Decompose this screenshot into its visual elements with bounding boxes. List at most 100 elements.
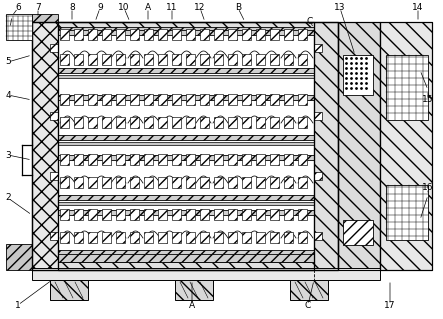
Bar xyxy=(158,232,167,243)
Bar xyxy=(102,177,111,188)
Bar xyxy=(343,220,373,245)
Bar xyxy=(116,94,125,105)
Bar xyxy=(200,94,209,105)
Bar xyxy=(228,177,237,188)
Bar xyxy=(338,22,380,270)
Text: B: B xyxy=(235,4,241,12)
Bar xyxy=(158,154,167,165)
Bar xyxy=(116,29,125,40)
Bar xyxy=(60,154,69,165)
Bar xyxy=(88,117,97,128)
Bar xyxy=(74,94,83,105)
Bar xyxy=(228,94,237,105)
Bar xyxy=(256,177,265,188)
Bar xyxy=(172,209,181,220)
Bar xyxy=(58,262,314,270)
Bar xyxy=(50,280,88,300)
Bar xyxy=(58,135,314,140)
Bar xyxy=(270,209,279,220)
Bar xyxy=(88,232,97,243)
Bar xyxy=(242,94,251,105)
Text: 12: 12 xyxy=(194,4,206,12)
Bar xyxy=(256,209,265,220)
Bar xyxy=(102,232,111,243)
Bar xyxy=(270,177,279,188)
Bar xyxy=(58,30,314,35)
Bar xyxy=(172,29,181,40)
Bar xyxy=(298,117,307,128)
Text: 17: 17 xyxy=(384,300,396,309)
Bar xyxy=(102,209,111,220)
Bar xyxy=(200,54,209,65)
Bar xyxy=(102,29,111,40)
Bar xyxy=(144,94,153,105)
Bar xyxy=(116,54,125,65)
Bar xyxy=(256,232,265,243)
Bar xyxy=(270,154,279,165)
Bar xyxy=(270,54,279,65)
Bar xyxy=(256,94,265,105)
Bar xyxy=(200,177,209,188)
Bar xyxy=(214,54,223,65)
Bar xyxy=(228,232,237,243)
Bar xyxy=(214,232,223,243)
Bar xyxy=(144,177,153,188)
Bar xyxy=(186,117,195,128)
Bar xyxy=(144,54,153,65)
Bar xyxy=(290,280,328,300)
Bar xyxy=(242,209,251,220)
Bar xyxy=(144,209,153,220)
Bar xyxy=(58,22,314,32)
Bar xyxy=(298,154,307,165)
Bar xyxy=(74,29,83,40)
Text: 4: 4 xyxy=(5,91,11,100)
Bar xyxy=(314,44,322,52)
Bar xyxy=(58,250,314,255)
Bar xyxy=(32,22,58,270)
Bar xyxy=(88,29,97,40)
Bar xyxy=(158,117,167,128)
Bar xyxy=(380,22,432,270)
Bar xyxy=(102,117,111,128)
Bar xyxy=(172,54,181,65)
Bar xyxy=(58,254,314,262)
Bar xyxy=(284,117,293,128)
Bar xyxy=(284,54,293,65)
Bar xyxy=(186,232,195,243)
Bar xyxy=(74,177,83,188)
Text: 15: 15 xyxy=(422,95,434,105)
Bar xyxy=(60,29,69,40)
Bar xyxy=(58,75,314,78)
Bar xyxy=(186,154,195,165)
Bar xyxy=(228,54,237,65)
Bar xyxy=(130,54,139,65)
Text: 8: 8 xyxy=(69,4,75,12)
Bar xyxy=(32,268,380,280)
Bar xyxy=(175,280,213,300)
Bar xyxy=(214,177,223,188)
Bar xyxy=(6,14,32,40)
Bar xyxy=(74,209,83,220)
Bar xyxy=(284,154,293,165)
Bar xyxy=(158,177,167,188)
Text: C: C xyxy=(305,300,311,309)
Bar xyxy=(74,154,83,165)
Bar xyxy=(228,154,237,165)
Bar xyxy=(102,54,111,65)
Bar xyxy=(242,29,251,40)
Bar xyxy=(186,209,195,220)
Bar xyxy=(172,117,181,128)
Bar xyxy=(58,257,314,260)
Bar xyxy=(158,29,167,40)
Bar xyxy=(200,209,209,220)
Bar xyxy=(130,29,139,40)
Bar xyxy=(158,94,167,105)
Bar xyxy=(58,210,314,215)
Bar xyxy=(130,117,139,128)
Bar xyxy=(386,55,428,120)
Bar xyxy=(200,29,209,40)
Bar xyxy=(270,29,279,40)
Bar xyxy=(130,154,139,165)
Text: A: A xyxy=(189,300,195,309)
Bar xyxy=(256,29,265,40)
